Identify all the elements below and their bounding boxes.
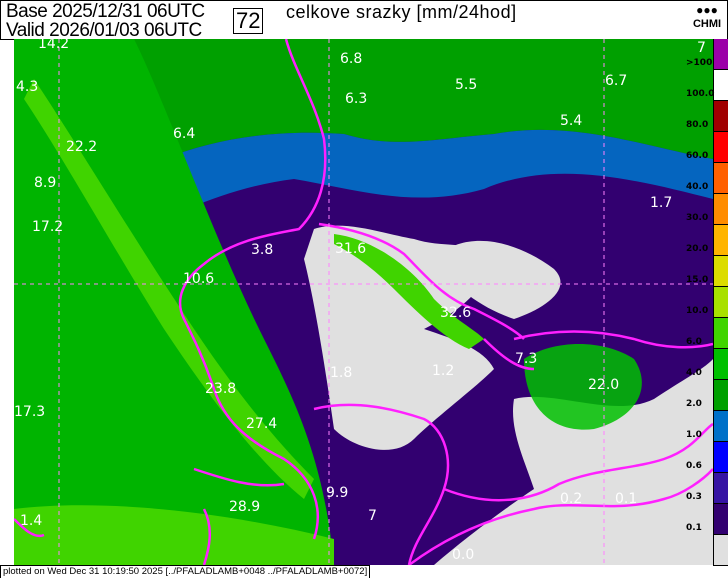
value-label: 7 [697, 40, 706, 56]
value-label: 0.0 [452, 547, 475, 563]
legend-tick-label: >100 [686, 58, 713, 68]
legend-tick-label: 0.3 [686, 492, 702, 502]
precipitation-map [14, 39, 713, 565]
legend-swatch [713, 380, 728, 411]
legend-swatch [713, 225, 728, 256]
value-label: 27.4 [246, 416, 278, 432]
legend-tick-label: 30.0 [686, 213, 709, 223]
value-label: 7 [368, 508, 377, 524]
field-dry-grey-east [434, 359, 713, 565]
value-label: 23.8 [205, 381, 237, 397]
value-label: 6.8 [340, 51, 363, 67]
value-label: 0.1 [615, 491, 638, 507]
legend-tick-label: 4.0 [686, 368, 702, 378]
value-label: 28.9 [229, 499, 261, 515]
logo-text: CHMI [692, 18, 722, 30]
value-label: 14.2 [38, 36, 70, 52]
value-label: 31.6 [335, 241, 367, 257]
legend-swatch [713, 256, 728, 287]
field-lightgreen-ridge [24, 79, 314, 499]
value-label: 6.4 [173, 126, 196, 142]
legend-swatch [713, 39, 728, 70]
value-label: 1.8 [330, 365, 353, 381]
legend-tick-label: 80.0 [686, 120, 709, 130]
legend-tick-label: 1.0 [686, 430, 702, 440]
field-dry-grey-center [304, 225, 494, 450]
value-label: 4.3 [16, 79, 39, 95]
valid-label: Valid [6, 20, 45, 41]
value-label: 6.3 [345, 91, 368, 107]
value-label: 1.4 [20, 513, 43, 529]
value-label: 6.7 [605, 73, 628, 89]
legend-tick-label: 40.0 [686, 182, 709, 192]
value-label: 7.3 [515, 351, 538, 367]
legend-swatch [713, 101, 728, 132]
value-label: 8.9 [34, 175, 57, 191]
plot-footer: plotted on Wed Dec 31 10:19:50 2025 [../… [0, 565, 371, 578]
legend-swatch [713, 194, 728, 225]
value-label: 9.9 [326, 485, 349, 501]
border-slovakia [443, 330, 713, 502]
legend-swatch [713, 318, 728, 349]
value-label: 10.6 [183, 271, 215, 287]
legend-swatch [713, 132, 728, 163]
legend-tick-label: 20.0 [686, 244, 709, 254]
base-label: Base [6, 1, 48, 22]
border-poland-west [14, 518, 45, 538]
field-dry-grey-ne [434, 240, 561, 319]
field-lightgreen-south [14, 505, 334, 565]
map-title: celkove srazky [mm/24hod] [286, 2, 517, 22]
border-czech [178, 39, 535, 540]
value-label: 3.8 [251, 242, 274, 258]
legend-swatch [713, 411, 728, 442]
logo-icon: ●●● [696, 3, 718, 17]
legend-tick-label: 6.0 [686, 337, 702, 347]
legend-swatch [713, 504, 728, 535]
legend-swatch [713, 349, 728, 380]
field-green-slovakia [524, 344, 642, 430]
value-label: 22.0 [588, 377, 620, 393]
value-label: 32.6 [440, 305, 472, 321]
chmi-logo: ●●● CHMI [689, 3, 725, 31]
country-borders [14, 39, 713, 565]
header: Base 2025/12/31 06UTC Valid 2026/01/03 0… [0, 0, 728, 40]
field-green-north [14, 39, 713, 239]
field-green-beskydy [334, 234, 484, 349]
legend-swatch [713, 287, 728, 318]
legend-swatch [713, 70, 728, 101]
value-label: 17.2 [32, 219, 64, 235]
legend-tick-label: 0.6 [686, 461, 702, 471]
base-value: 2025/12/31 06UTC [52, 1, 205, 22]
value-label: 1.7 [650, 195, 673, 211]
legend-tick-label: 100.0 [686, 89, 715, 99]
legend-swatch [713, 535, 728, 566]
legend-tick-label: 10.0 [686, 306, 709, 316]
value-label: 1.2 [432, 363, 455, 379]
legend-swatch [713, 163, 728, 194]
color-legend [713, 39, 728, 566]
legend-tick-label: 60.0 [686, 151, 709, 161]
legend-tick-label: 15.0 [686, 275, 709, 285]
valid-time: Valid 2026/01/03 06UTC [6, 21, 202, 40]
value-label: 5.5 [455, 77, 478, 93]
field-blue-band [14, 129, 713, 279]
border-hungary [408, 468, 713, 565]
legend-tick-label: 2.0 [686, 399, 702, 409]
legend-swatch [713, 473, 728, 504]
value-label: 22.2 [66, 139, 98, 155]
valid-value: 2026/01/03 06UTC [49, 20, 202, 41]
value-label: 17.3 [14, 404, 46, 420]
base-time: Base 2025/12/31 06UTC [6, 2, 205, 21]
lead-time-box: 72 [233, 8, 264, 34]
value-label: 5.4 [560, 113, 583, 129]
legend-swatch [713, 442, 728, 473]
value-label: 0.2 [560, 491, 583, 507]
legend-tick-label: 0.1 [686, 523, 702, 533]
border-austria [193, 403, 450, 565]
